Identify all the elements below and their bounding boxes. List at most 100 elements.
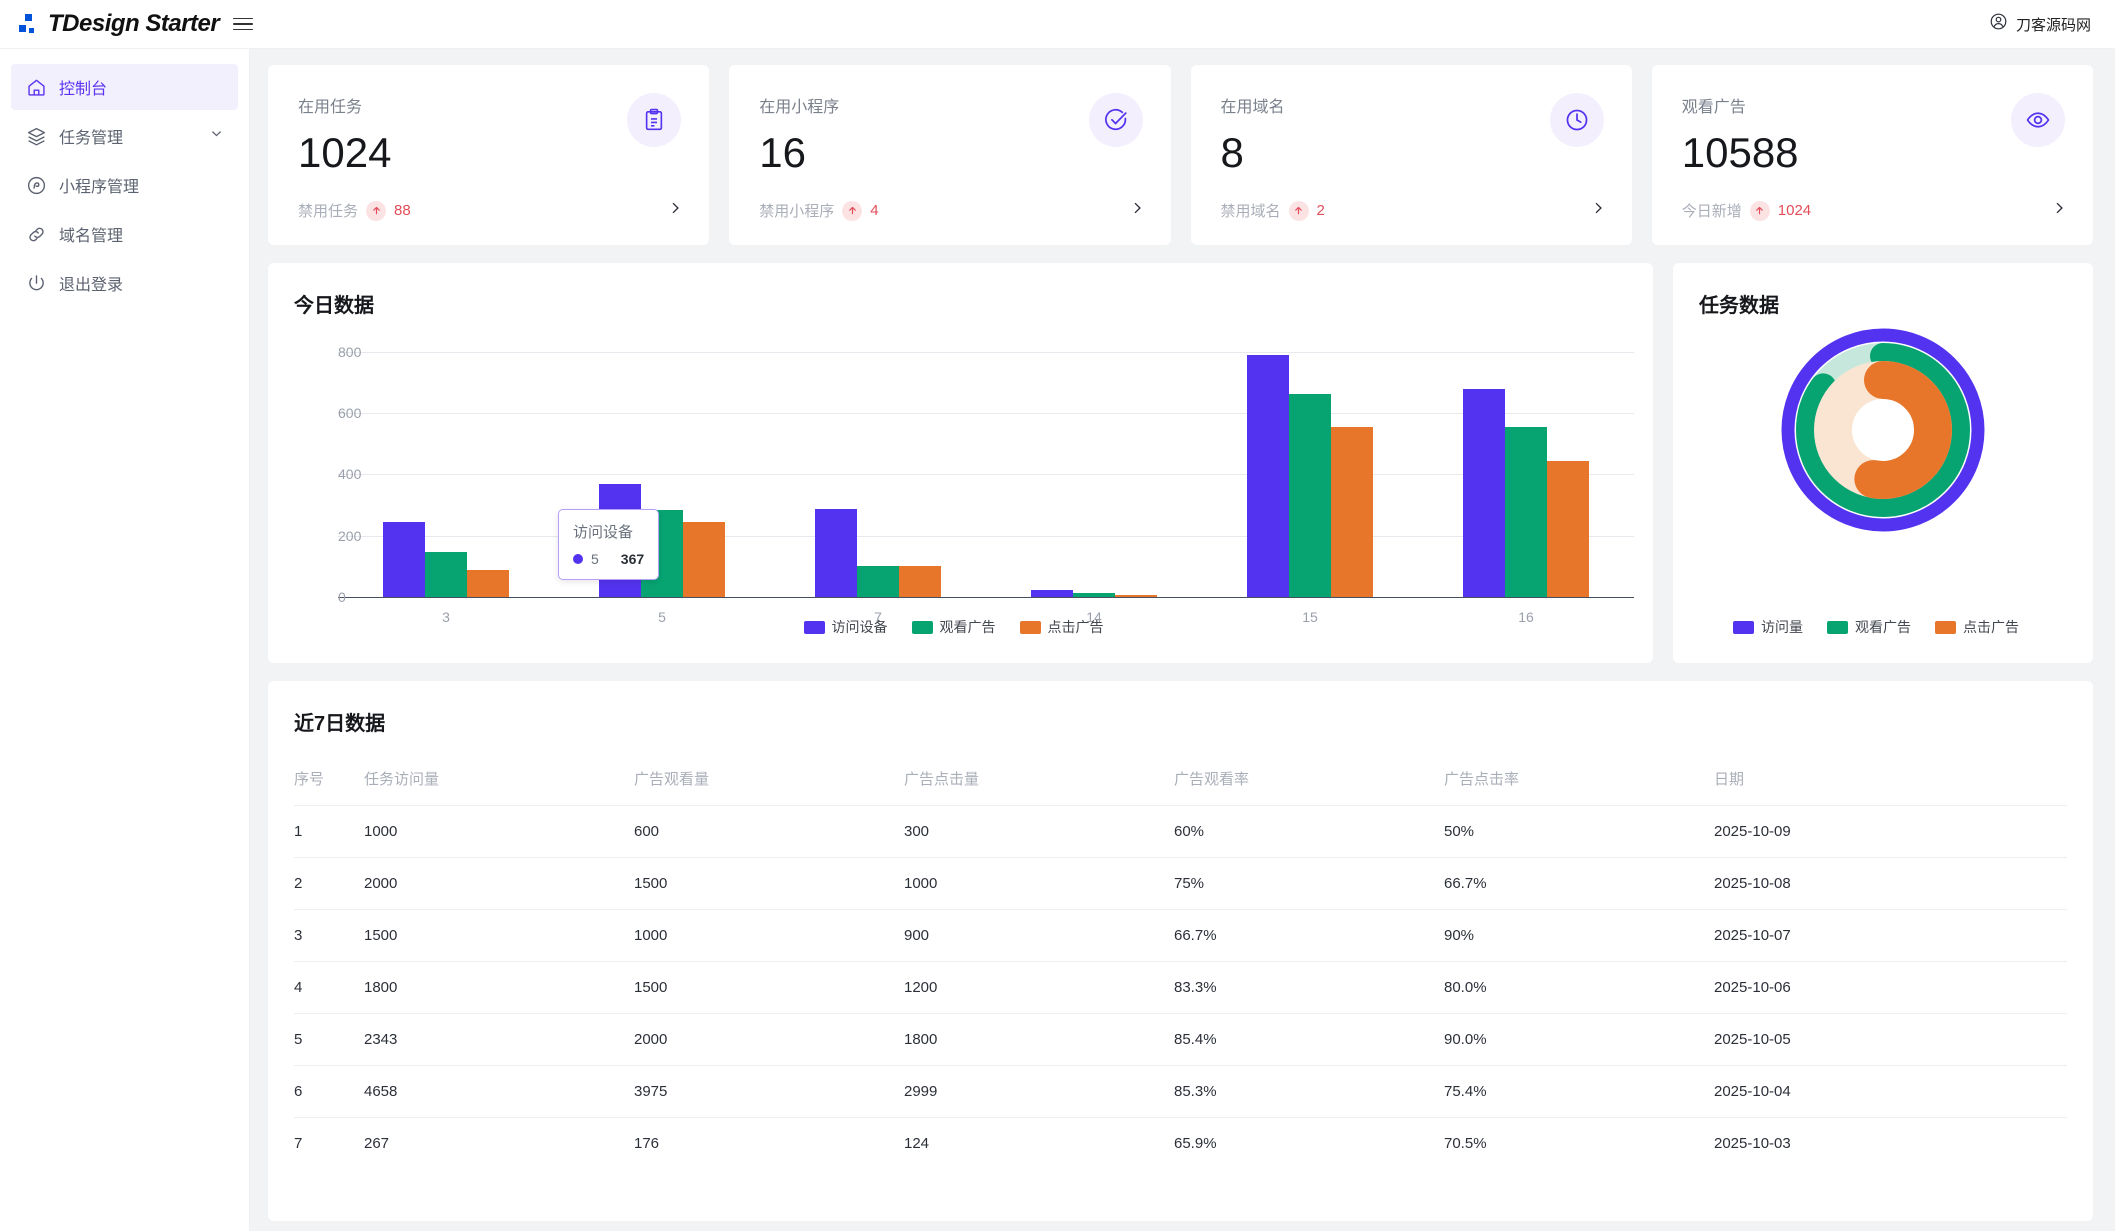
table-cell: 1500 xyxy=(634,961,904,1014)
bar-点击广告[interactable] xyxy=(1331,426,1373,597)
table-cell: 2025-10-07 xyxy=(1714,909,2067,962)
table-cell: 1000 xyxy=(904,857,1174,910)
legend-label: 点击广告 xyxy=(1963,619,2019,635)
chevron-down-icon[interactable] xyxy=(209,126,224,146)
table-row[interactable]: 1 1000 600 300 60% 50% 2025-10-09 xyxy=(294,805,2067,858)
bar-观看广告[interactable] xyxy=(425,551,467,597)
legend-label: 访问量 xyxy=(1761,619,1803,635)
chevron-right-icon[interactable] xyxy=(1590,200,1606,221)
table-cell: 1000 xyxy=(634,909,904,962)
tdesign-logo-icon xyxy=(18,11,40,37)
stat-card-ad-views[interactable]: 观看广告 10588 今日新增 1024 xyxy=(1651,65,2093,245)
donut-arc-点击广告[interactable] xyxy=(1814,361,1952,499)
legend-item[interactable]: 观看广告 xyxy=(911,617,996,637)
arrow-up-icon xyxy=(842,200,863,221)
donut-arc-观看广告[interactable] xyxy=(1796,343,1970,517)
table-row[interactable]: 4 1800 1500 1200 83.3% 80.0% 2025-10-06 xyxy=(294,961,2067,1014)
table-cell: 2025-10-06 xyxy=(1714,961,2067,1014)
recent-7-days-table: 序号 任务访问量 广告观看量 广告点击量 广告观看率 广告点击率 日期 1 1000 600 30… xyxy=(294,758,2067,1169)
table-cell: 124 xyxy=(904,1135,930,1152)
legend-item[interactable]: 观看广告 xyxy=(1827,617,1911,637)
legend-swatch-icon xyxy=(911,620,933,634)
sidebar-item-applet-management[interactable]: 小程序管理 xyxy=(11,162,238,208)
chart-tooltip: 访问设备 5 367 xyxy=(558,509,660,580)
chevron-right-icon[interactable] xyxy=(2051,200,2067,221)
table-row[interactable]: 2 2000 1500 1000 75% 66.7% 2025-10-08 xyxy=(294,857,2067,910)
bar-访问设备[interactable] xyxy=(1031,590,1073,597)
stat-title: 在用域名 xyxy=(1220,99,1285,116)
bar-点击广告[interactable] xyxy=(467,570,509,597)
tooltip-key: 5 xyxy=(591,551,599,567)
bar-观看广告[interactable] xyxy=(857,566,899,597)
bar-访问设备[interactable] xyxy=(1247,354,1289,597)
bar-group[interactable]: 7 xyxy=(770,327,986,625)
table-column-header: 广告观看率 xyxy=(1174,758,1444,806)
stat-footer: 禁用小程序 4 xyxy=(759,200,1144,221)
legend-swatch-icon xyxy=(1733,620,1754,634)
bar-观看广告[interactable] xyxy=(1505,427,1547,597)
stat-card-active-applets[interactable]: 在用小程序 16 禁用小程序 4 xyxy=(729,65,1171,245)
bar-访问设备[interactable] xyxy=(383,521,425,597)
bars-area: 3 5 7 14 15 16 xyxy=(338,327,1634,625)
gridline xyxy=(338,412,1634,414)
sidebar-item-logout[interactable]: 退出登录 xyxy=(11,260,238,306)
table-cell: 83.3% xyxy=(1174,961,1444,1014)
today-data-chart-card: 今日数据 0 200 400 600 800 3 5 7 14 15 16 访问设备 5 367 访问设备… xyxy=(268,263,1653,663)
sidebar-item-domain-management[interactable]: 域名管理 xyxy=(11,211,238,257)
main-content: 在用任务 1024 禁用任务 88 在用小程序 xyxy=(250,49,2115,1231)
stat-title: 在用小程序 xyxy=(759,99,840,116)
arrow-up-icon xyxy=(1749,200,1770,221)
table-cell: 300 xyxy=(904,805,1174,858)
app-header: TDesign Starter 刀客源码网 xyxy=(0,0,2115,49)
stat-delta: 4 xyxy=(870,202,879,219)
bar-group[interactable]: 14 xyxy=(986,327,1202,625)
bar-group[interactable]: 16 xyxy=(1418,327,1634,625)
stat-delta: 2 xyxy=(1316,202,1325,219)
recent-7-days-card: 近7日数据 序号 任务访问量 广告观看量 广告点击量 广告观看率 广告点击率 日期 1 100… xyxy=(268,681,2093,1221)
table-cell: 2 xyxy=(294,857,364,910)
bar-点击广告[interactable] xyxy=(899,566,941,597)
table-cell: 70.5% xyxy=(1444,1135,1487,1152)
y-axis-tick-label: 0 xyxy=(338,589,346,605)
sidebar-item-task-management[interactable]: 任务管理 xyxy=(11,113,238,159)
bar-观看广告[interactable] xyxy=(1289,393,1331,597)
bar-点击广告[interactable] xyxy=(683,522,725,597)
gridline xyxy=(338,535,1634,537)
legend-item[interactable]: 点击广告 xyxy=(1935,617,2019,637)
table-row[interactable]: 6 4658 3975 2999 85.3% 75.4% 2025-10-04 xyxy=(294,1065,2067,1118)
donut-arc-访问量[interactable] xyxy=(1781,328,1985,532)
chevron-right-icon[interactable] xyxy=(667,200,683,221)
chevron-right-icon[interactable] xyxy=(1129,200,1145,221)
bar-group[interactable]: 3 xyxy=(338,327,554,625)
bar-点击广告[interactable] xyxy=(1547,461,1589,597)
hamburger-icon[interactable] xyxy=(233,14,254,34)
bar-group[interactable]: 15 xyxy=(1202,327,1418,625)
table-cell: 2025-10-03 xyxy=(1714,1135,1791,1152)
bar-点击广告[interactable] xyxy=(1115,594,1157,597)
legend-item[interactable]: 点击广告 xyxy=(1019,617,1104,637)
stat-delta: 88 xyxy=(394,202,411,219)
stat-title: 在用任务 xyxy=(298,99,363,116)
table-cell: 1800 xyxy=(904,1013,1174,1066)
legend-item[interactable]: 访问设备 xyxy=(803,617,888,637)
stat-card-active-tasks[interactable]: 在用任务 1024 禁用任务 88 xyxy=(268,65,710,245)
user-circle-icon xyxy=(1989,12,2008,36)
user-menu[interactable]: 刀客源码网 xyxy=(1989,12,2115,36)
table-row[interactable]: 5 2343 2000 1800 85.4% 90.0% 2025-10-05 xyxy=(294,1013,2067,1066)
sidebar-item-label: 控制台 xyxy=(59,81,108,98)
legend-item[interactable]: 访问量 xyxy=(1733,617,1803,637)
gridline xyxy=(338,474,1634,476)
clipboard-icon xyxy=(627,93,682,147)
task-data-chart-card: 任务数据 访问量 观看广告 点击广告 xyxy=(1673,263,2093,663)
table-row[interactable]: 3 1500 1000 900 66.7% 90% 2025-10-07 xyxy=(294,909,2067,962)
stat-card-active-domains[interactable]: 在用域名 8 禁用域名 2 xyxy=(1190,65,1632,245)
bar-观看广告[interactable] xyxy=(1073,593,1115,597)
table-cell: 2025-10-04 xyxy=(1714,1065,2067,1118)
arrow-up-icon xyxy=(366,200,387,221)
table-row[interactable]: 7 267 176 124 65.9% 70.5% 2025-10-03 xyxy=(294,1118,2067,1170)
legend-label: 访问设备 xyxy=(831,619,888,635)
bar-访问设备[interactable] xyxy=(815,508,857,597)
sidebar-item-console[interactable]: 控制台 xyxy=(11,64,238,110)
stat-foot-label: 禁用任务 xyxy=(298,203,359,220)
bar-访问设备[interactable] xyxy=(1463,389,1505,597)
